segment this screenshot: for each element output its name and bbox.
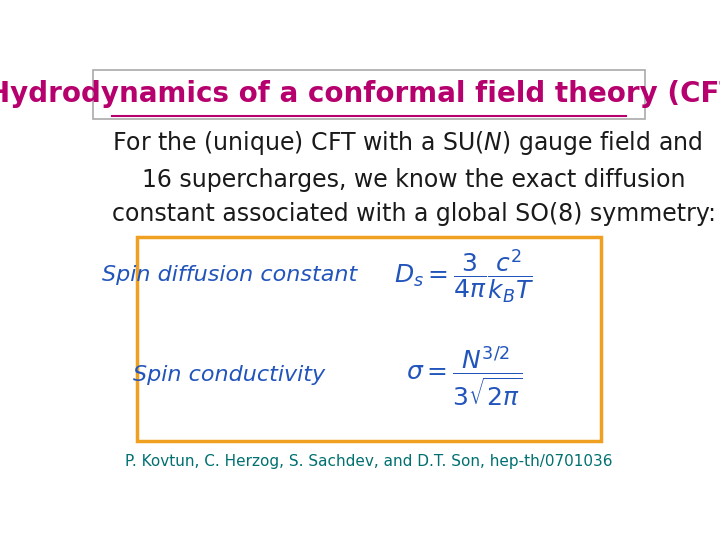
Text: $\sigma = \dfrac{N^{3/2}}{3\sqrt{2\pi}}$: $\sigma = \dfrac{N^{3/2}}{3\sqrt{2\pi}}$ <box>406 345 522 408</box>
Text: Hydrodynamics of a conformal field theory (CFT): Hydrodynamics of a conformal field theor… <box>0 80 720 108</box>
FancyBboxPatch shape <box>138 238 600 441</box>
Text: Spin diffusion constant: Spin diffusion constant <box>102 265 357 285</box>
Text: Spin conductivity: Spin conductivity <box>133 364 325 384</box>
Text: $D_s = \dfrac{3}{4\pi} \dfrac{c^2}{k_B T}$: $D_s = \dfrac{3}{4\pi} \dfrac{c^2}{k_B T… <box>394 248 534 306</box>
FancyBboxPatch shape <box>93 70 645 119</box>
Text: P. Kovtun, C. Herzog, S. Sachdev, and D.T. Son, hep-th/0701036: P. Kovtun, C. Herzog, S. Sachdev, and D.… <box>125 454 613 469</box>
Text: For the (unique) CFT with a SU($N$) gauge field and
    16 supercharges, we know: For the (unique) CFT with a SU($N$) gaug… <box>112 129 716 226</box>
